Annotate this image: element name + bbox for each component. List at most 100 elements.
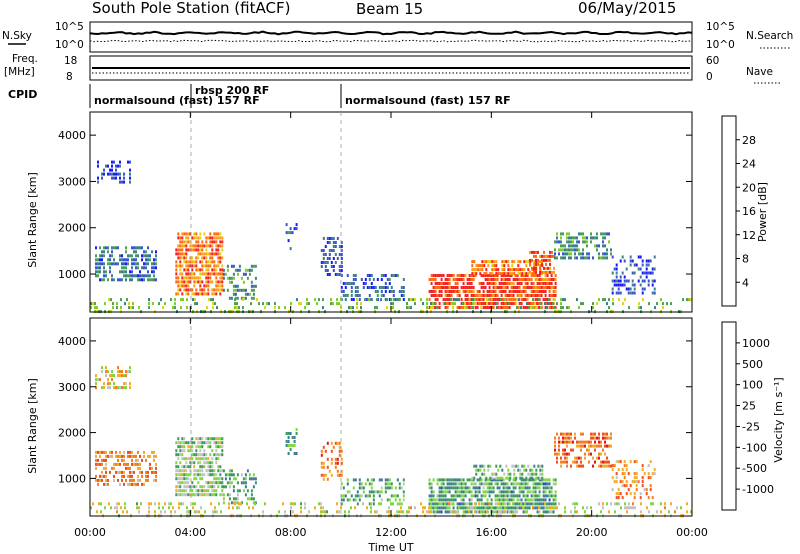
- data-cell: [490, 506, 493, 510]
- data-cell: [444, 282, 447, 285]
- data-cell: [647, 259, 650, 263]
- data-cell: [479, 272, 482, 276]
- data-cell: [627, 279, 630, 283]
- data-cell: [460, 278, 463, 281]
- data-cell: [201, 465, 204, 469]
- data-cell: [512, 294, 515, 297]
- data-cell: [576, 244, 578, 248]
- data-cell: [590, 240, 592, 244]
- data-cell: [145, 478, 147, 482]
- data-cell: [378, 494, 381, 498]
- data-cell: [127, 370, 129, 374]
- data-cell: [653, 468, 656, 472]
- data-cell: [482, 510, 485, 514]
- data-cell: [95, 274, 97, 278]
- data-cell: [336, 469, 339, 473]
- data-cell: [189, 256, 192, 260]
- data-cell: [495, 272, 498, 276]
- data-cell: [452, 482, 455, 486]
- data-cell: [510, 298, 513, 301]
- data-cell: [503, 272, 506, 276]
- data-cell: [558, 436, 560, 440]
- data-cell: [191, 449, 194, 453]
- data-cell: [598, 436, 600, 440]
- data-cell: [430, 494, 433, 498]
- data-cell: [289, 448, 292, 451]
- data-cell: [360, 278, 363, 281]
- data-cell: [177, 248, 180, 252]
- data-cell: [177, 284, 180, 288]
- data-cell: [95, 246, 97, 250]
- data-cell: [422, 506, 424, 510]
- data-cell: [514, 298, 517, 301]
- data-cell: [199, 473, 202, 477]
- data-cell: [635, 476, 638, 480]
- data-cell: [187, 465, 190, 469]
- data-cell: [370, 478, 373, 482]
- data-cell: [248, 268, 251, 272]
- data-cell: [209, 244, 212, 248]
- data-cell: [213, 240, 216, 244]
- data-cell: [613, 267, 616, 271]
- data-cell: [537, 258, 539, 262]
- data-cell: [478, 506, 481, 510]
- data-cell: [131, 454, 133, 458]
- data-cell: [187, 449, 190, 453]
- data-cell: [572, 460, 574, 464]
- data-cell: [450, 478, 453, 482]
- data-cell: [238, 506, 240, 510]
- data-cell: [195, 260, 198, 264]
- data-cell: [328, 273, 331, 276]
- data-cell: [287, 452, 290, 455]
- data-cell: [356, 502, 359, 506]
- data-cell: [193, 284, 196, 288]
- data-cell: [384, 478, 387, 482]
- data-cell: [502, 482, 505, 486]
- data-cell: [468, 290, 471, 293]
- data-cell: [205, 461, 208, 465]
- data-cell: [643, 279, 646, 283]
- data-cell: [524, 290, 527, 293]
- data-cell: [632, 502, 634, 506]
- data-cell: [162, 506, 164, 510]
- data-cell: [460, 286, 463, 289]
- data-cell: [274, 306, 276, 310]
- data-cell: [217, 256, 220, 260]
- data-cell: [536, 498, 539, 502]
- data-cell: [328, 241, 331, 244]
- data-cell: [189, 272, 192, 276]
- data-cell: [205, 256, 208, 260]
- data-cell: [221, 276, 224, 280]
- data-cell: [160, 510, 162, 514]
- data-cell: [470, 490, 473, 494]
- data-cell: [240, 288, 243, 292]
- data-cell: [408, 510, 410, 514]
- data-cell: [175, 441, 178, 445]
- data-cell: [526, 282, 529, 285]
- data-cell: [103, 262, 105, 266]
- data-cell: [562, 452, 564, 456]
- data-cell: [217, 485, 220, 489]
- data-cell: [530, 498, 533, 502]
- data-cell: [430, 502, 432, 506]
- data-cell: [300, 506, 302, 510]
- data-cell: [504, 278, 507, 281]
- data-cell: [111, 370, 113, 374]
- data-cell: [340, 457, 343, 461]
- data-cell: [155, 462, 157, 466]
- data-cell: [222, 288, 225, 292]
- data-cell: [474, 302, 476, 306]
- data-cell: [532, 482, 535, 486]
- data-cell: [127, 474, 129, 478]
- data-cell: [524, 298, 527, 301]
- data-cell: [434, 274, 437, 277]
- data-cell: [103, 246, 105, 250]
- data-cell: [125, 246, 127, 250]
- data-cell: [135, 262, 137, 266]
- data-cell: [594, 436, 596, 440]
- data-cell: [207, 244, 210, 248]
- data-cell: [221, 445, 224, 449]
- data-cell: [456, 282, 459, 285]
- data-cell: [232, 272, 235, 276]
- data-cell: [560, 456, 562, 460]
